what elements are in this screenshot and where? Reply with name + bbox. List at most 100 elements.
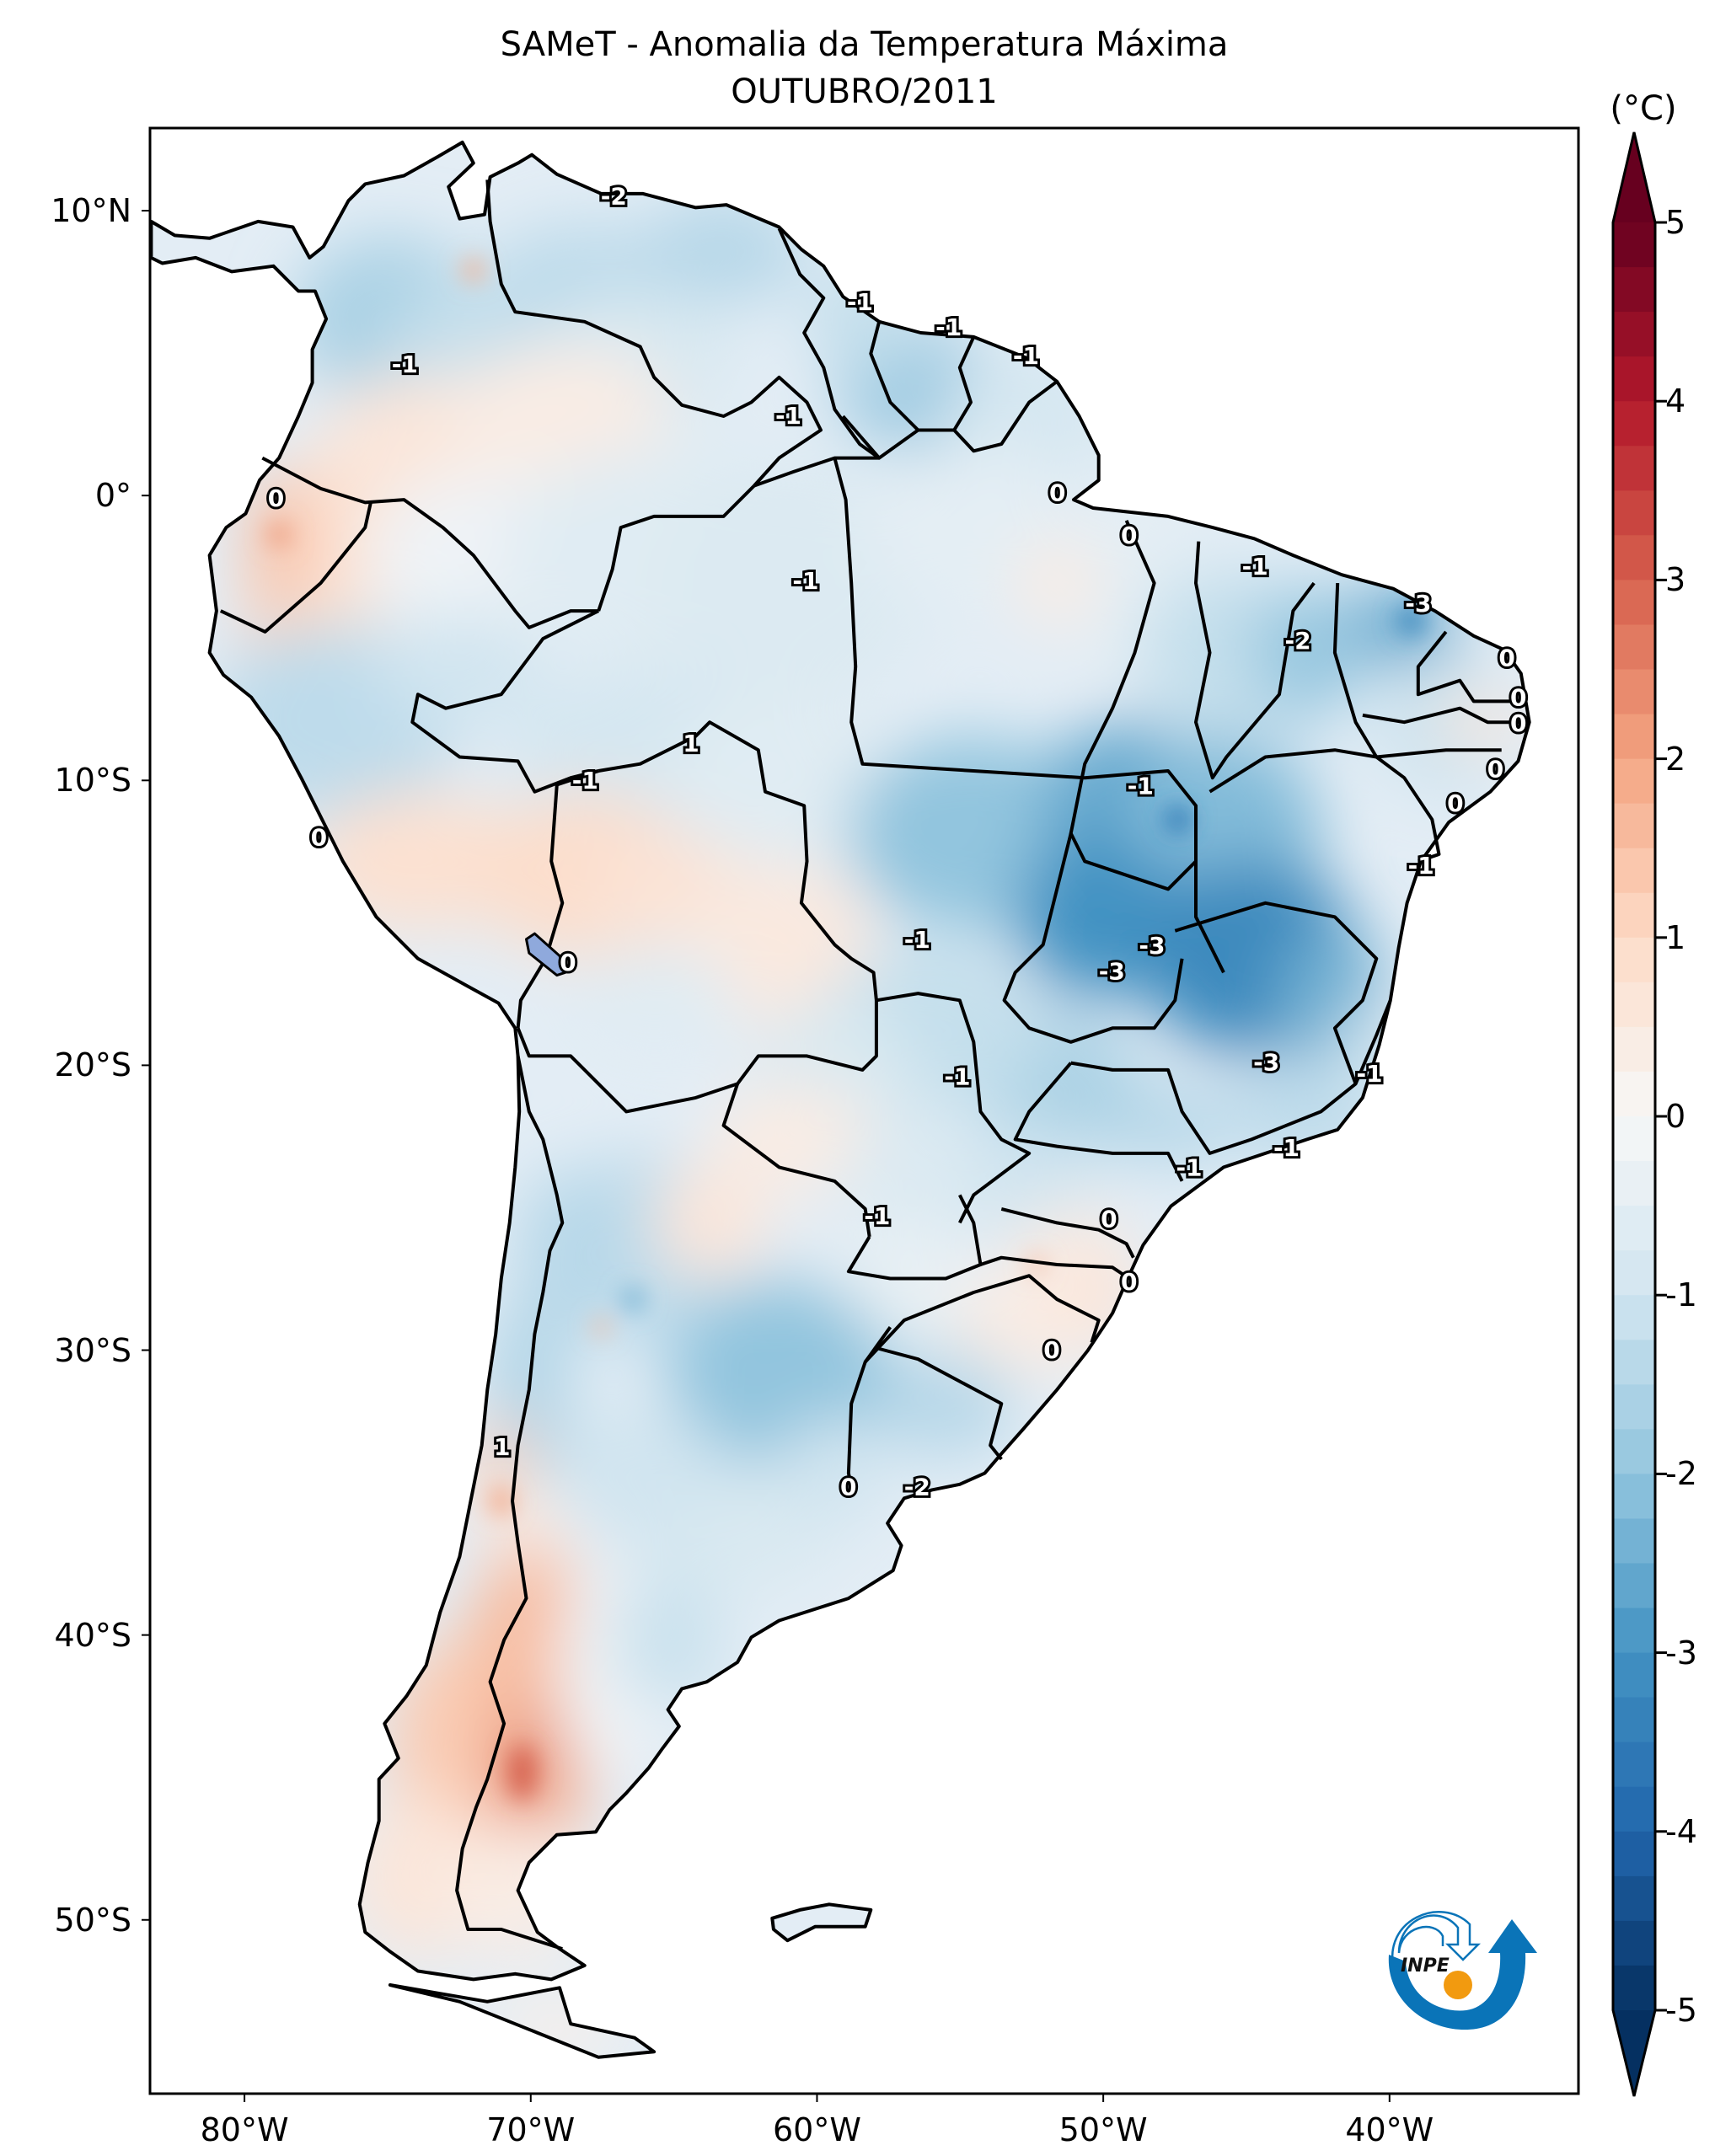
anomaly-spot [592,1319,610,1336]
brazil-state-borders-3 [1194,541,1316,780]
contour-label: -1 [572,767,598,794]
anomaly-patch [667,694,891,862]
colorbar-level [1613,1875,1655,1922]
x-tick-label: 70°W [486,2111,576,2148]
contour-label: -1 [775,402,801,430]
anomaly-patch [710,1083,876,1196]
contour-label: 0 [1487,755,1503,783]
colorbar-level [1613,535,1655,581]
coastline-tierra-del-fuego [388,1983,656,2059]
colorbar-level [1613,937,1655,983]
anomaly-patch [1015,541,1099,625]
contour-label: -1 [1356,1060,1382,1088]
logo-orbit-icon [1391,1911,1482,1971]
border-colombia-ecuador-peru [261,456,599,629]
colorbar-tick-label: 2 [1665,740,1686,778]
y-tick-label: 40°S [54,1616,131,1654]
colorbar-unit-label: (°C) [1610,89,1677,128]
border-bolivia-brazil [598,720,878,1001]
contour-label: -1 [944,1062,970,1090]
border-paraguay-argentina [846,1194,983,1281]
brazil-state-borders-10 [1353,999,1392,1085]
colorbar-level [1613,490,1655,537]
y-tick-label: 50°S [54,1901,131,1939]
anomaly-patch [654,1167,766,1279]
brazil-state-borders-11 [1416,630,1516,704]
colorbar-tick-label: 0 [1665,1098,1686,1135]
contour-label: -3 [1405,590,1431,618]
brazil-state-borders-9 [1000,1206,1135,1259]
colorbar-level [1613,758,1655,805]
contour-label: 0 [1510,709,1526,737]
contour-label: -1 [904,926,930,954]
colorbar-level [1613,401,1655,447]
brazil-state-borders-7 [1070,901,1379,1155]
border-ecuador-peru [219,501,372,634]
border-guyana-suriname [869,321,919,431]
colorbar-level [1613,1340,1655,1386]
colorbar-level [1613,982,1655,1028]
colorbar-tick-label: 4 [1665,383,1686,420]
anomaly-patch [654,457,932,709]
contour-label: -1 [1273,1134,1300,1162]
colorbar-level [1613,1206,1655,1251]
border-guyana-brazil [841,415,955,460]
colorbar-level [1613,1697,1655,1743]
anomaly-spot [508,1744,536,1800]
contour-label: -3 [1253,1049,1279,1077]
colorbar-level [1613,1518,1655,1565]
contour-label: 0 [1121,522,1137,549]
colorbar-tick-label: -3 [1665,1634,1697,1672]
contour-label: 1 [683,730,699,757]
border-argentina-brazil [846,1326,892,1488]
contour-label: -3 [1139,932,1165,960]
anomaly-spot [267,523,291,546]
colorbar-level [1613,1608,1655,1654]
colorbar-level [1613,1563,1655,1609]
contour-label: 0 [268,484,284,512]
anomaly-patch [834,1125,1002,1237]
contour-label: -2 [1285,627,1311,655]
contour-label: 0 [560,949,576,976]
border-bolivia-paraguay [721,1083,871,1238]
colorbar-tick-label: 5 [1665,204,1686,241]
border-venezuela-guyana [777,227,881,460]
border-fguiana-brazil [952,380,1058,453]
colorbar-tick-label: -2 [1665,1455,1697,1493]
colorbar-level [1613,1741,1655,1788]
contour-label: 0 [1498,644,1514,671]
colorbar-tick-label: 1 [1665,918,1686,956]
contour-label: -1 [1013,342,1039,370]
lake-titicaca [525,932,567,977]
anomaly-patch [571,944,738,1057]
brazil-state-borders-5 [1208,748,1441,864]
border-argentina-brazil-uruguay [979,1255,1131,1281]
colorbar-level [1613,580,1655,626]
colorbar-level [1613,624,1655,671]
contour-label: -1 [792,567,818,595]
contour-label: -2 [904,1473,930,1501]
colorbar-level [1613,1161,1655,1206]
colorbar-level [1613,356,1655,402]
brazil-state-borders-12 [1362,706,1523,725]
colorbar-level [1613,1920,1655,1966]
logo-text: INPE [1401,1955,1450,1977]
brazil-state-borders-6 [1002,832,1184,1044]
colorbar-level [1613,1429,1655,1475]
colorbar-level [1613,1250,1655,1296]
contour-label: 0 [1510,684,1526,712]
colorbar-tick-label: 3 [1665,561,1686,599]
y-tick-label: 10°S [54,762,131,800]
contour-label: -1 [392,350,418,378]
border-peru-brazil [410,609,600,794]
border-peru-bolivia [516,769,599,1029]
x-tick-label: 40°W [1345,2111,1434,2148]
border-colombia-venezuela [485,179,823,487]
y-tick-label: 10°N [51,192,131,230]
coastline [150,140,1531,1982]
colorbar-tick-label: -4 [1665,1812,1697,1850]
inpe-logo: INPE [1388,1911,1537,2030]
colorbar-level [1613,669,1655,715]
contour-label: -1 [847,288,873,316]
